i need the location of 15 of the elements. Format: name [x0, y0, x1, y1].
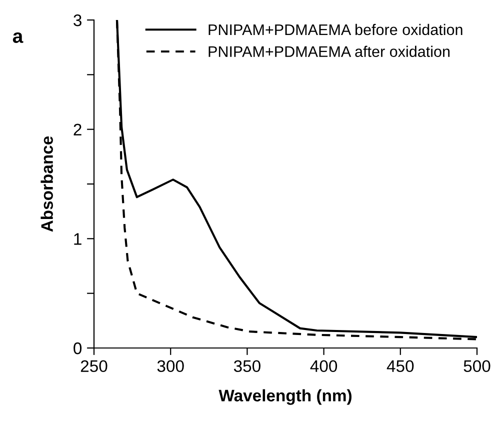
legend-label: PNIPAM+PDMAEMA after oxidation	[208, 46, 450, 58]
x-axis-title: Wavelength (nm)	[218, 389, 352, 405]
legend-label: PNIPAM+PDMAEMA before oxidation	[208, 24, 462, 36]
chart-title: a	[12, 32, 24, 43]
y-tick-label: 1	[74, 233, 82, 245]
y-tick-label: 2	[74, 124, 82, 136]
x-tick-label: 400	[310, 360, 338, 372]
y-axis-title: Absorbance	[40, 136, 53, 232]
x-tick-label: 250	[80, 360, 108, 372]
y-tick-label: 0	[74, 342, 82, 354]
x-tick-label: 300	[157, 360, 184, 372]
x-tick-label: 350	[234, 360, 260, 372]
x-tick-label: 500	[464, 360, 490, 372]
y-tick-label: 3	[74, 14, 82, 26]
x-tick-label: 450	[386, 360, 414, 372]
